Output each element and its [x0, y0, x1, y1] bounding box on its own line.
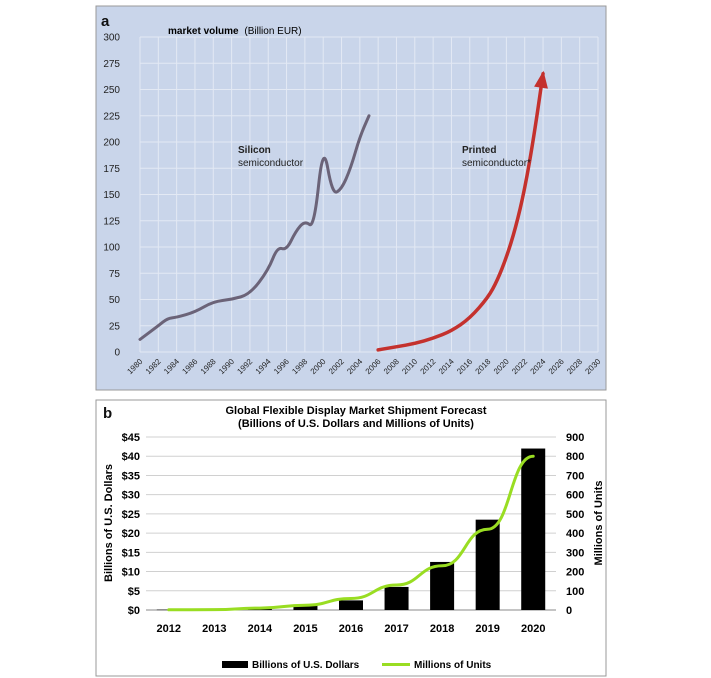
series-line-silicon	[138, 114, 371, 341]
y2-tick-label: 200	[566, 567, 584, 579]
y-tick-label: 100	[103, 243, 120, 254]
y-tick-label: $20	[122, 528, 140, 540]
y2-tick-label: 900	[566, 432, 584, 444]
y-tick-label: 225	[103, 111, 120, 122]
panel-a-series	[138, 70, 548, 352]
bar	[430, 561, 455, 610]
series-line-printed	[376, 72, 545, 352]
y-tick-label: 25	[109, 321, 121, 332]
y2-tick-label: 600	[566, 490, 584, 502]
y-tick-label: 200	[103, 138, 120, 149]
series-arrowhead-printed	[534, 70, 548, 89]
panel-b-title: Global Flexible Display Market Shipment …	[225, 405, 486, 417]
panel-a-series-desc-printed: semiconductor*	[462, 158, 531, 169]
legend-label-dollars: Billions of U.S. Dollars	[252, 660, 360, 671]
x-tick-label: 2014	[248, 623, 273, 635]
panel-b-label: b	[103, 405, 112, 422]
panel-b-line	[167, 454, 535, 612]
y-tick-label: $10	[122, 567, 140, 579]
panel-b-y-ticks: $0 $5 $10 $15 $20 $25 $30 $35 $40 $45	[122, 432, 140, 617]
y-tick-label: $0	[128, 605, 140, 617]
x-tick-label: 2012	[157, 623, 181, 635]
y-tick-label: 300	[103, 33, 120, 44]
panel-b-x-ticks: 2012 2013 2014 2015 2016 2017 2018 2019 2020	[157, 623, 546, 635]
panel-a-y-ticks: 0 25 50 75 100 125 150 175 200 225 250 275 300	[103, 33, 120, 359]
panel-a-series-name-silicon: Silicon	[238, 145, 271, 156]
y2-tick-label: 700	[566, 470, 584, 482]
y-tick-label: 175	[103, 164, 120, 175]
panel-a-series-desc-silicon: semiconductor	[238, 158, 304, 169]
legend-label-units: Millions of Units	[414, 660, 492, 671]
panel-b-bars	[156, 448, 546, 611]
panel-b-y-axis-label: Billions of U.S. Dollars	[103, 464, 115, 582]
legend-swatch-dollars	[222, 661, 248, 668]
panel-a: a market volume (Billion EUR) 0 25 50 75 100…	[95, 5, 607, 391]
y2-tick-label: 100	[566, 586, 584, 598]
y-tick-label: 275	[103, 59, 120, 70]
y-tick-label: 125	[103, 216, 120, 227]
panel-a-title-unit: (Billion EUR)	[244, 26, 301, 37]
y-tick-label: $45	[122, 432, 140, 444]
x-tick-label: 2016	[339, 623, 363, 635]
y2-tick-label: 0	[566, 605, 572, 617]
y-tick-label: 0	[114, 348, 120, 359]
panel-a-label: a	[101, 13, 110, 30]
y2-tick-label: 800	[566, 451, 584, 463]
y-tick-label: $25	[122, 509, 140, 521]
bar	[293, 605, 318, 610]
panel-b: b Global Flexible Display Market Shipmen…	[95, 399, 607, 677]
x-tick-label: 2013	[202, 623, 226, 635]
y2-tick-label: 500	[566, 509, 584, 521]
panel-b-subtitle: (Billions of U.S. Dollars and Millions o…	[238, 418, 474, 430]
bar	[475, 519, 500, 610]
x-tick-label: 2019	[475, 623, 499, 635]
x-tick-label: 2018	[430, 623, 454, 635]
x-tick-label: 2017	[384, 623, 408, 635]
panel-b-legend: Billions of U.S. Dollars Millions of Uni…	[222, 660, 492, 671]
panel-a-series-label-printed: Printed semiconductor*	[462, 145, 531, 169]
panel-a-series-name-printed: Printed	[462, 145, 496, 156]
bar	[339, 600, 363, 610]
y-tick-label: $5	[128, 586, 140, 598]
panel-a-title: market volume (Billion EUR)	[168, 26, 302, 37]
y-tick-label: $35	[122, 470, 140, 482]
panel-b-y2-ticks: 0 100 200 300 400 500 600 700 800 900	[566, 432, 584, 617]
panel-a-series-label-silicon: Silicon semiconductor	[238, 145, 304, 169]
y-tick-label: 75	[109, 269, 121, 280]
y2-tick-label: 400	[566, 528, 584, 540]
panel-b-frame	[95, 399, 607, 677]
y-tick-label: 150	[103, 190, 120, 201]
y-tick-label: $15	[122, 547, 140, 559]
y-tick-label: $30	[122, 490, 140, 502]
y-tick-label: 250	[103, 85, 120, 96]
y-tick-label: $40	[122, 451, 140, 463]
y2-tick-label: 300	[566, 547, 584, 559]
bar	[521, 448, 546, 610]
bar	[384, 586, 409, 610]
panel-b-y2-axis-label: Millions of Units	[593, 481, 605, 566]
x-tick-label: 2020	[521, 623, 545, 635]
series-line-units	[167, 454, 535, 612]
y-tick-label: 50	[109, 295, 121, 306]
panel-a-title-main: market volume	[168, 26, 239, 37]
x-tick-label: 2015	[293, 623, 317, 635]
